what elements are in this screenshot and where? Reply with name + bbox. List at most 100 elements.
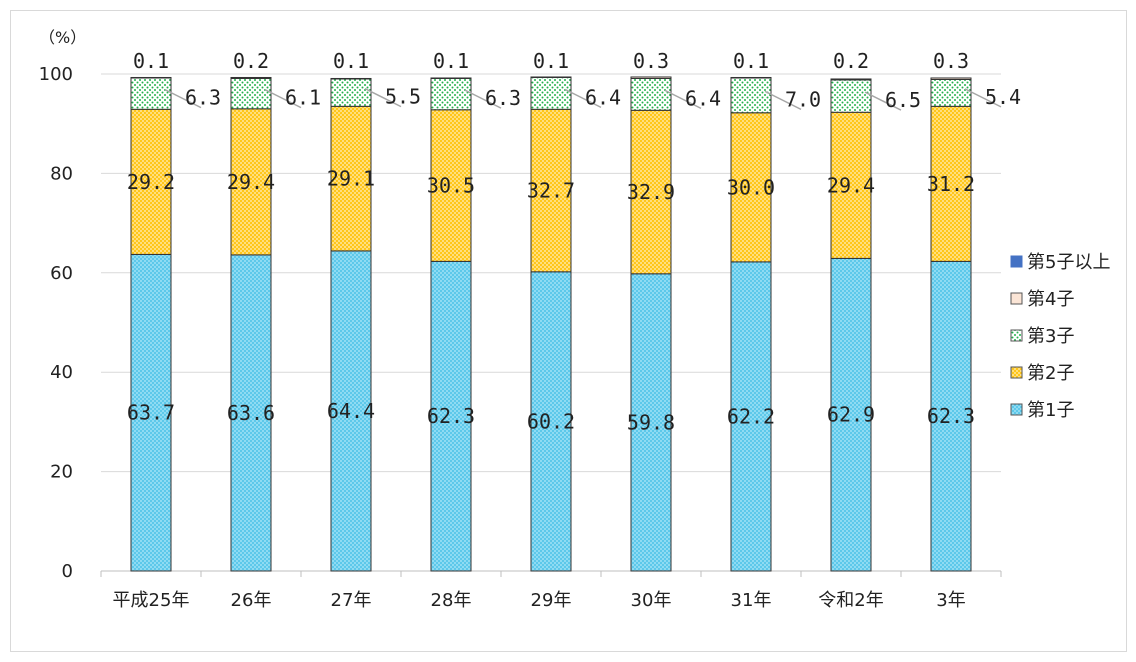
- y-tick-label: 80: [50, 163, 73, 184]
- y-tick-label: 20: [50, 462, 73, 483]
- data-label: 64.4: [327, 399, 375, 423]
- bar-segment: [730, 261, 772, 572]
- legend-label: 第1子: [1027, 400, 1074, 421]
- leader-line: [564, 88, 602, 109]
- data-label: 59.8: [627, 410, 675, 434]
- bar-segment: [330, 78, 372, 107]
- bar-segment: [130, 76, 172, 79]
- leader-line: [364, 87, 402, 108]
- bar-segment: [730, 76, 772, 79]
- data-label: 0.3: [633, 49, 669, 73]
- x-tick-label: 27年: [331, 590, 372, 611]
- legend-label: 第5子以上: [1027, 252, 1110, 273]
- stacked-bar-chart: 0 20 40 60 80 100 平成25年 26年 27年 28年 29年 30年 31年 令和2年 3…: [39, 28, 1111, 611]
- legend-swatch: [1010, 366, 1023, 379]
- bar-segment: [530, 76, 572, 78]
- data-label: 63.6: [227, 401, 275, 425]
- data-label: 6.1: [285, 86, 321, 110]
- data-labels: 63.7 29.2 6.3 0.1 63.6 29.4 6.1 0.2 64.4 29.1 5.5 0…: [127, 49, 1021, 434]
- bar-segment: [530, 271, 572, 572]
- data-label: 5.4: [985, 85, 1021, 109]
- bar-segment: [230, 108, 272, 256]
- data-label: 0.1: [533, 49, 569, 73]
- leader-line: [764, 90, 802, 111]
- data-label: 0.1: [733, 49, 769, 73]
- data-label: 62.3: [427, 404, 475, 428]
- bar-segment: [930, 78, 972, 107]
- data-label: 0.1: [433, 49, 469, 73]
- leader-line: [664, 89, 702, 110]
- data-label: 6.4: [685, 86, 721, 110]
- data-label: 7.0: [785, 87, 821, 111]
- bar-segment: [630, 77, 672, 111]
- data-label: 29.2: [127, 170, 175, 194]
- bar-segment: [230, 254, 272, 572]
- bar-segment: [830, 78, 872, 81]
- data-label: 62.2: [727, 404, 775, 428]
- data-label: 0.1: [133, 49, 169, 73]
- bar-segment: [830, 257, 872, 572]
- bar-segment: [130, 253, 172, 572]
- bar-segment: [930, 260, 972, 572]
- bar-segment: [630, 109, 672, 275]
- data-label: 6.3: [485, 86, 521, 110]
- leader-line: [464, 89, 502, 109]
- bar-segment: [630, 273, 672, 572]
- data-label: 62.9: [827, 403, 875, 427]
- legend-swatch: [1010, 403, 1023, 416]
- data-label: 0.2: [233, 49, 269, 73]
- legend-label: 第2子: [1027, 363, 1074, 384]
- legend-swatch: [1010, 329, 1023, 342]
- data-label: 0.3: [933, 49, 969, 73]
- leader-line: [864, 91, 902, 111]
- legend-swatch: [1010, 255, 1023, 268]
- y-tick-label: 100: [39, 64, 73, 85]
- data-label: 5.5: [385, 85, 421, 109]
- data-label: 31.2: [927, 172, 975, 196]
- data-label: 6.4: [585, 85, 621, 109]
- data-label: 30.5: [427, 174, 475, 198]
- y-tick-label: 60: [50, 263, 73, 284]
- leader-line: [164, 88, 202, 109]
- bar-segment: [130, 108, 172, 255]
- bar-segment: [330, 250, 372, 572]
- y-tick-label: 0: [62, 561, 73, 582]
- bar-segment: [230, 76, 272, 79]
- bar-segment: [930, 105, 972, 262]
- leader-line: [964, 88, 1002, 108]
- bar-segment: [330, 77, 372, 80]
- data-label: 30.0: [727, 175, 775, 199]
- data-label: 32.7: [527, 179, 575, 203]
- axes: 0 20 40 60 80 100 平成25年 26年 27年 28年 29年 30年 31年 令和2年 3…: [39, 64, 1002, 611]
- bar-segment: [230, 77, 272, 110]
- leader-line: [264, 88, 302, 109]
- y-tick-label: 40: [50, 362, 73, 383]
- legend-swatch: [1010, 292, 1023, 305]
- data-label: 60.2: [527, 409, 575, 433]
- bar-segment: [830, 79, 872, 113]
- x-tick-label: 令和2年: [818, 590, 883, 611]
- chart-frame: 0 20 40 60 80 100 平成25年 26年 27年 28年 29年 30年 31年 令和2年 3…: [10, 10, 1127, 652]
- data-label: 29.4: [827, 173, 875, 197]
- bar-segment: [330, 105, 372, 252]
- data-label: 63.7: [127, 401, 175, 425]
- data-label: 29.1: [327, 167, 375, 191]
- bar-segment: [730, 112, 772, 263]
- legend-label: 第4子: [1027, 289, 1074, 310]
- data-label: 6.3: [185, 86, 221, 110]
- bar-segment: [430, 77, 472, 111]
- bar-segment: [430, 260, 472, 572]
- x-tick-label: 平成25年: [113, 590, 190, 611]
- x-tick-label: 28年: [431, 590, 472, 611]
- data-label: 6.5: [885, 88, 921, 112]
- bars: [130, 76, 972, 572]
- unit-label: （%）: [39, 28, 86, 47]
- legend-label: 第3子: [1027, 326, 1074, 347]
- bar-segment: [930, 77, 972, 80]
- x-tick-label: 31年: [731, 590, 772, 611]
- bar-segment: [430, 77, 472, 79]
- bar-segment: [130, 77, 172, 110]
- data-label: 0.2: [833, 49, 869, 73]
- bar-segment: [730, 77, 772, 114]
